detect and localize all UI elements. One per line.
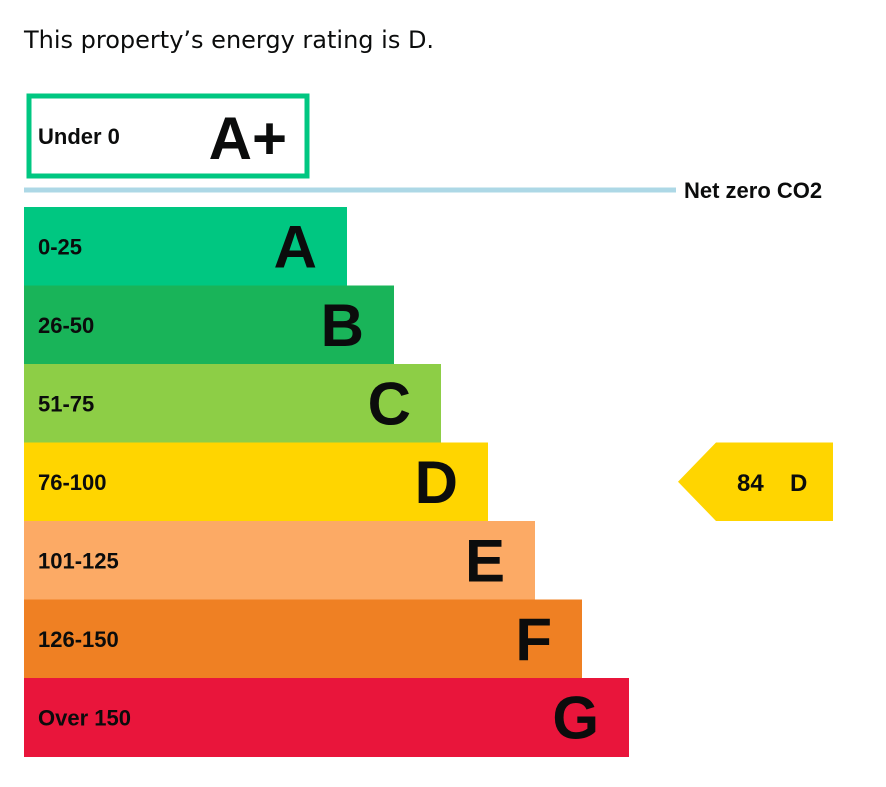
band-bar [24,285,394,365]
band-range-label: 76-100 [38,470,107,495]
band-range-label: Over 150 [38,705,131,730]
band-range-label: 101-125 [38,548,119,573]
band-bar [24,678,629,757]
band-d: 76-100 D [24,442,488,522]
top-band-range: Under 0 [38,124,120,149]
band-range-label: 126-150 [38,627,119,652]
band-range-label: 51-75 [38,391,94,416]
band-letter-label: F [515,606,552,673]
top-band-letter: A+ [209,105,287,172]
top-band: Under 0 A+ [26,93,310,179]
current-rating: 84 D [678,442,833,521]
band-bar [24,364,441,443]
band-bar [24,521,535,600]
current-score: 84 [737,470,764,497]
band-letter-label: C [368,370,411,437]
band-b: 26-50 B [24,285,394,365]
band-f: 126-150 F [24,599,582,679]
band-bar [24,442,488,522]
band-a: 0-25 A [24,207,347,286]
band-e: 101-125 E [24,521,535,600]
band-letter-label: A [274,213,317,280]
band-range-label: 0-25 [38,234,82,259]
band-letter-label: G [552,684,599,751]
band-c: 51-75 C [24,364,441,443]
rating-bands: 0-25 A 26-50 B 51-75 C 76-100 D 101-125 E 126-150 F… [24,207,629,757]
current-letter: D [790,470,807,497]
current-rating-arrow [678,442,833,521]
band-g: Over 150 G [24,678,629,757]
band-bar [24,599,582,679]
band-letter-label: D [415,449,458,516]
band-letter-label: E [465,527,505,594]
band-letter-label: B [321,292,364,359]
rating-summary: This property’s energy rating is D. [24,26,435,54]
top-band-box [26,93,310,179]
band-range-label: 26-50 [38,313,94,338]
net-zero-label: Net zero CO2 [684,178,822,203]
band-bar [24,207,347,286]
